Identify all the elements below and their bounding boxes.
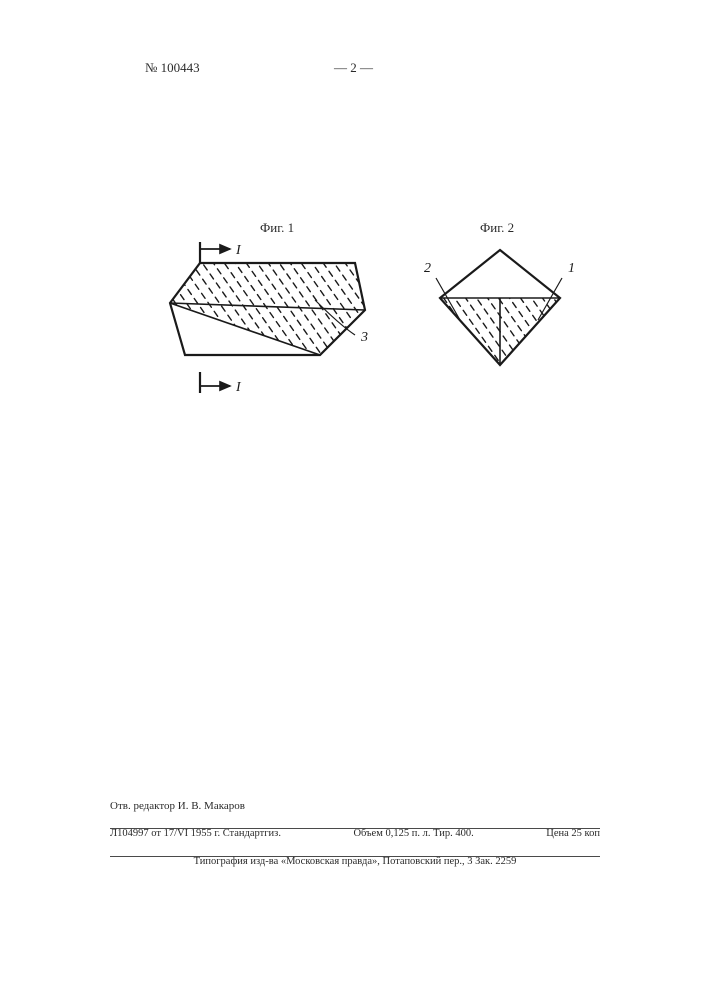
svg-text:2: 2 (424, 261, 431, 276)
svg-text:3: 3 (360, 330, 368, 345)
print-mid: Объем 0,125 п. л. Тир. 400. (353, 828, 473, 839)
page: № 100443 — 2 — Фиг. 1 Фиг. 2 3II 21 Отв.… (0, 0, 707, 1000)
print-line: Л104997 от 17/VI 1955 г. Стандартгиз. Об… (110, 828, 600, 839)
print-left: Л104997 от 17/VI 1955 г. Стандартгиз. (110, 828, 281, 839)
fig2-diagram: 21 (288, 230, 600, 430)
svg-text:1: 1 (568, 261, 575, 276)
figures-svg: 3II 21 (130, 230, 600, 430)
svg-text:I: I (235, 380, 242, 395)
editor-line: Отв. редактор И. В. Макаров (110, 800, 245, 812)
fig1-diagram: 3 I I (130, 230, 585, 430)
print-right: Цена 25 коп (546, 828, 600, 839)
page-number: — 2 — (0, 60, 707, 76)
typography-line: Типография изд-ва «Московская правда», П… (110, 856, 600, 867)
svg-text:I: I (235, 243, 242, 258)
